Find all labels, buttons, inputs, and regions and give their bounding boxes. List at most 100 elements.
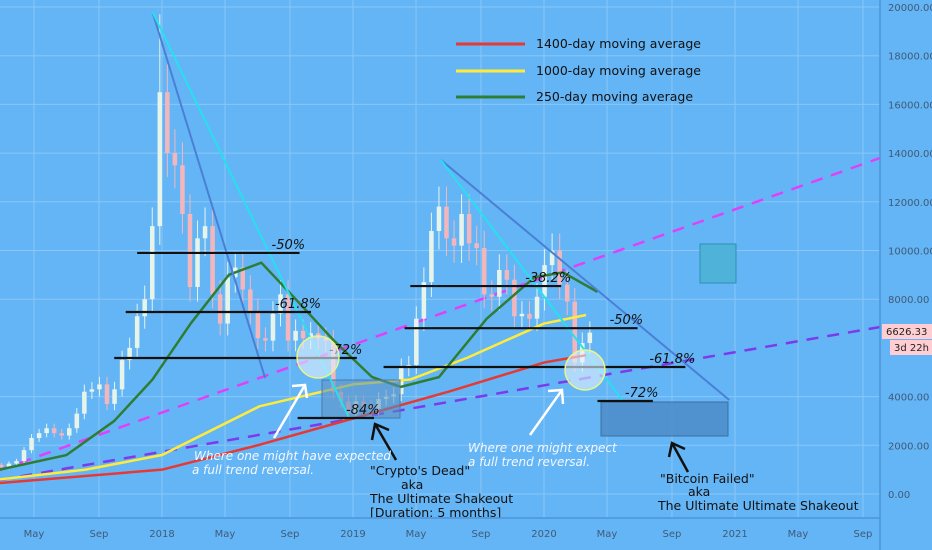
candle bbox=[489, 294, 495, 297]
x-tick-label: Sep bbox=[90, 529, 109, 540]
candle bbox=[497, 269, 502, 297]
candle bbox=[172, 153, 178, 166]
candles bbox=[0, 14, 593, 470]
x-tick-label: Sep bbox=[281, 529, 300, 540]
candle bbox=[74, 413, 80, 429]
white-arrow-2 bbox=[528, 388, 565, 436]
candle bbox=[51, 428, 57, 434]
y-tick-label: 18000.00 bbox=[888, 52, 932, 63]
time-axis[interactable]: May Sep 2018 May Sep 2019 May Sep 2020 May Sep 2021… bbox=[24, 529, 873, 540]
candle bbox=[127, 347, 132, 361]
legend-label-1400: 1400-day moving average bbox=[536, 36, 701, 51]
candle bbox=[512, 279, 517, 317]
candle bbox=[142, 299, 147, 317]
fib-level-label: -72% bbox=[625, 386, 659, 401]
y-tick-label: 0.00 bbox=[888, 490, 910, 501]
candle bbox=[119, 360, 125, 390]
candle bbox=[519, 313, 525, 317]
black-arrow-2 bbox=[667, 441, 690, 473]
bitcoin-failed-line-2: aka bbox=[688, 484, 710, 499]
y-tick-label: 16000.00 bbox=[888, 100, 932, 111]
candle bbox=[14, 461, 19, 464]
candle bbox=[134, 316, 140, 348]
fib-level-label: -61.8% bbox=[649, 352, 695, 367]
x-tick-label: Sep bbox=[854, 529, 873, 540]
candle bbox=[564, 284, 570, 302]
candle bbox=[504, 269, 510, 280]
x-tick-label: 2021 bbox=[722, 529, 747, 540]
legend: 1400-day moving average 1000-day moving … bbox=[456, 36, 701, 104]
x-tick-label: May bbox=[788, 529, 809, 540]
x-tick-label: 2019 bbox=[340, 529, 365, 540]
candle bbox=[451, 238, 457, 246]
legend-label-250: 250-day moving average bbox=[536, 89, 693, 104]
candle bbox=[527, 313, 532, 319]
candle bbox=[587, 332, 593, 344]
candle bbox=[557, 250, 562, 285]
y-tick-label: 10000.00 bbox=[888, 247, 932, 258]
fib-level-label: -50% bbox=[610, 313, 644, 328]
candle bbox=[195, 238, 200, 288]
candle bbox=[44, 428, 49, 434]
candle bbox=[293, 330, 298, 341]
black-arrow-1 bbox=[370, 422, 398, 461]
candle bbox=[36, 433, 42, 438]
x-tick-label: May bbox=[406, 529, 427, 540]
fib-level-label: -61.8% bbox=[275, 297, 321, 312]
candle bbox=[29, 437, 34, 451]
candle bbox=[248, 289, 253, 312]
candle bbox=[149, 226, 155, 300]
x-tick-label: Sep bbox=[663, 529, 682, 540]
reversal-circle-1[interactable] bbox=[296, 335, 340, 379]
reversal-circle-2[interactable] bbox=[564, 349, 606, 391]
x-tick-label: 2020 bbox=[531, 529, 556, 540]
x-tick-label: 2018 bbox=[149, 529, 174, 540]
candle bbox=[59, 433, 64, 436]
candle bbox=[534, 296, 540, 319]
countdown-label: 3d 22h bbox=[894, 343, 929, 354]
candle bbox=[270, 313, 276, 341]
reversal-note-1-line-1: Where one might have expected bbox=[194, 449, 391, 463]
crypto-dead-line-2: aka bbox=[401, 477, 423, 492]
blue-trendline-1 bbox=[151, 11, 267, 379]
candle bbox=[444, 206, 449, 239]
candle bbox=[240, 267, 246, 290]
y-tick-label: 2000.00 bbox=[888, 441, 929, 452]
price-axis[interactable]: 20000.00 18000.00 16000.00 14000.00 12000.00… bbox=[888, 3, 932, 501]
blue-trendline-2 bbox=[440, 159, 730, 401]
fib-level-label: -84% bbox=[346, 403, 380, 418]
candle bbox=[6, 463, 12, 468]
candle bbox=[436, 206, 442, 232]
reversal-note-1-line-2: a full trend reversal. bbox=[192, 463, 314, 477]
bitcoin-failed-line-1: "Bitcoin Failed" bbox=[660, 471, 755, 486]
candle bbox=[21, 450, 27, 462]
250-day-moving-average-line bbox=[0, 261, 599, 471]
candle bbox=[67, 428, 72, 436]
candle bbox=[474, 243, 479, 249]
crypto-dead-line-1: "Crypto's Dead" bbox=[370, 463, 470, 478]
candle bbox=[202, 226, 208, 239]
y-tick-label: 20000.00 bbox=[888, 3, 932, 14]
last-price-tag: 6626.33 3d 22h bbox=[882, 324, 932, 355]
teal-box[interactable] bbox=[699, 243, 737, 284]
shakeout-box[interactable] bbox=[321, 379, 401, 419]
x-tick-label: May bbox=[597, 529, 618, 540]
y-tick-label: 8000.00 bbox=[888, 295, 929, 306]
projected-shakeout-box[interactable] bbox=[600, 401, 729, 437]
reversal-note-2-line-1: Where one might expect bbox=[468, 441, 618, 455]
candle bbox=[255, 311, 261, 339]
candle bbox=[459, 213, 464, 246]
purple-dashed-trend bbox=[0, 325, 881, 482]
dashed-trendlines bbox=[0, 156, 881, 482]
candle bbox=[466, 213, 472, 244]
candle bbox=[278, 294, 283, 314]
candle bbox=[549, 250, 555, 266]
candle bbox=[542, 265, 547, 297]
crypto-dead-line-4: [Duration: 5 months] bbox=[370, 505, 501, 520]
candle bbox=[429, 231, 434, 283]
candle bbox=[481, 248, 487, 295]
x-tick-label: May bbox=[215, 529, 236, 540]
candle bbox=[0, 464, 4, 468]
